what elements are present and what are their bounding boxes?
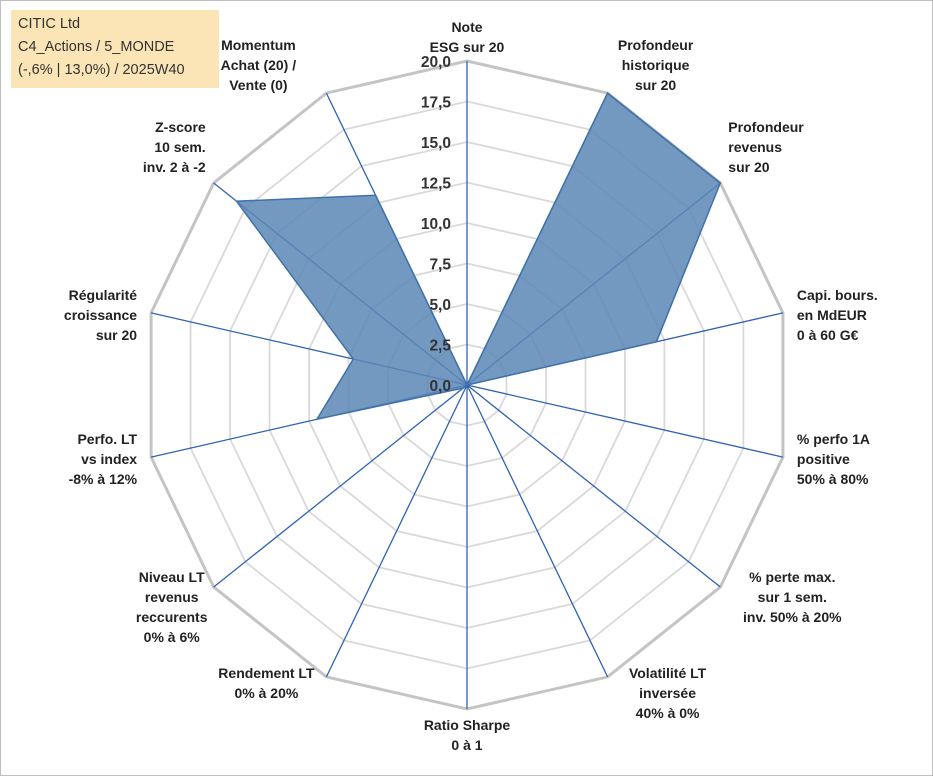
spoke-6 [466, 384, 609, 678]
axis-label-line: Volatilité LT [629, 665, 707, 681]
axis-label-line: sur 20 [728, 159, 769, 175]
axis-label-line: vs index [81, 451, 137, 467]
axis-label-line: sur 20 [635, 77, 676, 93]
axis-label-line: positive [797, 451, 850, 467]
axis-label-line: 50% à 80% [797, 471, 869, 487]
axis-label-line: 0% à 6% [144, 629, 201, 645]
tick-label: 5,0 [429, 297, 451, 314]
axis-label-line: Profondeur [618, 37, 694, 53]
axis-label-line: Régularité [69, 287, 138, 303]
tick-label: 17,5 [421, 95, 452, 112]
radar-axis-labels: Note ESG sur 20 Profondeur historique sur 20… [64, 19, 878, 753]
axis-label-line: Momentum [221, 37, 296, 53]
axis-label-line: 0 à 1 [451, 737, 482, 753]
axis-label-line: Niveau LT [139, 569, 205, 585]
axis-label-line: -8% à 12% [69, 471, 138, 487]
axis-label-line: Rendement LT [218, 665, 315, 681]
tick-label: 0,0 [429, 378, 451, 395]
axis-label-line: Capi. bours. [797, 287, 878, 303]
axis-label-line: Note [451, 19, 482, 35]
info-line-performance: (-,6% | 13,0%) / 2025W40 [18, 62, 185, 78]
axis-label-line: inv. 2 à -2 [143, 159, 206, 175]
axis-label-line: Profondeur [728, 119, 804, 135]
axis-label-line: % perfo 1A [797, 431, 870, 447]
spoke-5 [466, 384, 721, 588]
tick-label: 2,5 [429, 338, 451, 355]
axis-label-line: revenus [728, 139, 782, 155]
axis-label-line: revenus [145, 589, 199, 605]
axis-label-line: 40% à 0% [636, 705, 700, 721]
axis-label-line: historique [622, 57, 690, 73]
axis-label-line: Z-score [155, 119, 206, 135]
axis-label-line: Perfo. LT [77, 431, 137, 447]
axis-label-line: 0 à 60 G€ [797, 327, 859, 343]
info-box: CITIC Ltd C4_Actions / 5_MONDE (-,6% | 1… [11, 10, 219, 88]
axis-label-line: sur 1 sem. [758, 589, 827, 605]
info-line-company: CITIC Ltd [18, 16, 81, 32]
tick-label: 20,0 [421, 54, 451, 71]
radar-series [235, 91, 722, 421]
radar-tick-labels: 0,0 2,5 5,0 7,5 10,0 12,5 15,0 17,5 20,0 [421, 54, 452, 395]
axis-label-line: 0% à 20% [234, 685, 298, 701]
axis-label-line: 10 sem. [154, 139, 205, 155]
tick-label: 7,5 [429, 257, 451, 274]
axis-label-line: inversée [639, 685, 696, 701]
axis-label-line: % perte max. [749, 569, 835, 585]
spoke-8 [325, 384, 468, 678]
tick-label: 12,5 [421, 176, 452, 193]
spoke-9 [213, 384, 468, 588]
tick-label: 15,0 [421, 135, 451, 152]
axis-label-line: Achat (20) / [221, 57, 297, 73]
tick-label: 10,0 [421, 216, 451, 233]
spoke-4 [466, 384, 784, 458]
axis-label-line: reccurents [136, 609, 208, 625]
axis-label-line: sur 20 [96, 327, 137, 343]
axis-label-line: croissance [64, 307, 137, 323]
axis-label-line: Vente (0) [229, 77, 287, 93]
axis-label-line: Ratio Sharpe [424, 717, 511, 733]
axis-label-line: inv. 50% à 20% [743, 609, 842, 625]
axis-label-line: en MdEUR [797, 307, 867, 323]
axis-label-line: ESG sur 20 [430, 39, 505, 55]
info-line-category: C4_Actions / 5_MONDE [18, 39, 175, 55]
